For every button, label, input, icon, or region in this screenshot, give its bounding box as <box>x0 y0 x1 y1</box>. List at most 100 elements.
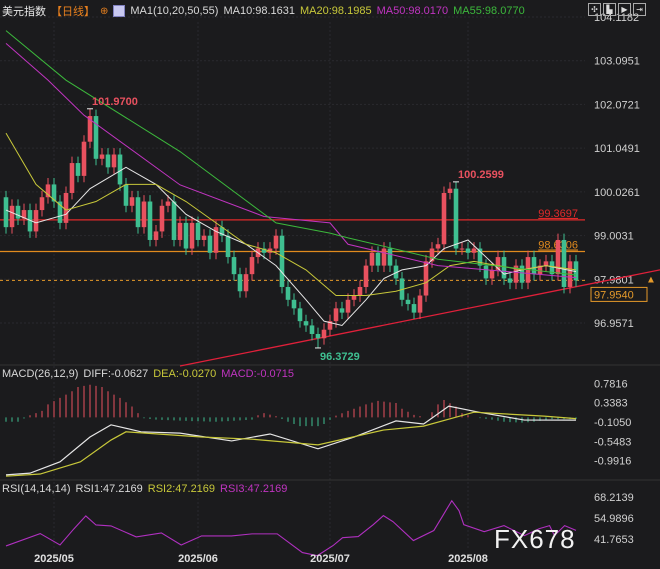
candle-body <box>375 252 381 266</box>
rsi-line <box>5 499 577 557</box>
dea-line <box>5 411 577 477</box>
date-axis-label: 2025/08 <box>448 553 488 565</box>
macd-value: MACD:-0.0715 <box>221 368 294 380</box>
current-price-marker: ▲ <box>646 274 656 285</box>
candle-body <box>135 197 141 228</box>
candle-body <box>189 222 195 249</box>
candle-body <box>225 235 231 258</box>
candle-body <box>171 201 177 240</box>
line-label-99.3697: 99.3697 <box>538 208 578 220</box>
candle-body <box>129 197 135 206</box>
candle-body <box>93 116 99 159</box>
macd-dea: DEA:-0.0270 <box>153 368 217 380</box>
candle-body <box>177 222 183 240</box>
candle-body <box>63 192 69 223</box>
candle-body <box>309 325 315 334</box>
candle-body <box>303 321 309 326</box>
macd-axis-label: 0.3383 <box>594 398 628 410</box>
price-axis-label: 101.0491 <box>594 143 640 155</box>
rsi2-value: RSI2:47.2169 <box>147 483 216 495</box>
current-price-label: 97.9540 <box>594 289 634 301</box>
candle-body <box>483 265 489 279</box>
candle-body <box>201 235 207 240</box>
candle-body <box>279 235 285 287</box>
candle-body <box>489 269 495 279</box>
candle-body <box>237 274 243 292</box>
macd-diff: DIFF:-0.0627 <box>83 368 149 380</box>
candle-body <box>555 239 561 275</box>
date-axis-label: 2025/06 <box>178 553 218 565</box>
candle-body <box>123 184 129 206</box>
rsi-header: RSI(14,14,14) RSI1:47.2169 RSI2:47.2169 … <box>2 483 287 495</box>
candle-body <box>327 321 333 330</box>
candle-body <box>357 286 363 296</box>
zoom-in-icon[interactable]: ▙ <box>603 3 616 16</box>
candle-body <box>69 163 75 193</box>
candle-body <box>243 274 249 292</box>
rsi-axis-label: 54.9896 <box>594 513 634 525</box>
diff-line <box>5 405 577 476</box>
candle-body <box>33 210 39 232</box>
candle-body <box>339 308 345 313</box>
candle-body <box>141 201 147 228</box>
candle-body <box>51 184 57 202</box>
candle-body <box>369 252 375 266</box>
candle-body <box>549 261 555 275</box>
candle-body <box>333 308 339 322</box>
rsi1-value: RSI1:47.2169 <box>75 483 143 495</box>
candle-body <box>75 163 81 176</box>
candle-body <box>87 116 93 142</box>
toolbar: ✣ ▙ ▶ ⇥ <box>588 3 646 16</box>
candle-body <box>39 197 45 211</box>
symbol-title: 美元指数 <box>2 6 46 18</box>
candle-body <box>45 184 51 198</box>
candle-body <box>117 154 123 185</box>
candle-body <box>387 248 393 266</box>
candle-body <box>315 333 321 339</box>
period-selector[interactable]: 【日线】 <box>51 6 95 18</box>
candle-body <box>345 299 351 313</box>
macd-params: MACD(26,12,9) <box>2 368 79 380</box>
ma20-line <box>5 132 577 297</box>
candle-body <box>423 261 429 296</box>
candle-body <box>561 239 567 287</box>
candle-body <box>111 154 117 168</box>
candle-body <box>531 257 537 275</box>
candle-body <box>105 154 111 168</box>
candle-body <box>231 257 237 275</box>
candle-body <box>147 201 153 240</box>
ma10-value: MA10:98.1631 <box>223 5 296 17</box>
candle-body <box>183 222 189 249</box>
move-right-icon[interactable]: ⇥ <box>633 3 646 16</box>
candle-body <box>465 248 471 253</box>
rsi-axis-label: 41.7653 <box>594 534 634 546</box>
indicator-icon[interactable] <box>113 5 126 17</box>
candle-body <box>165 201 171 206</box>
candle-body <box>219 227 225 236</box>
macd-axis-label: -0.5483 <box>594 436 631 448</box>
candle-body <box>519 265 525 283</box>
candle-body <box>393 265 399 279</box>
settings-icon[interactable]: ⊕ <box>100 5 109 17</box>
candle-body <box>501 257 507 279</box>
candle-body <box>405 299 411 305</box>
candle-body <box>351 295 357 300</box>
price-axis-label: 96.9571 <box>594 318 634 330</box>
price-axis-label: 103.0951 <box>594 56 640 68</box>
crosshair-icon[interactable]: ✣ <box>588 3 601 16</box>
candle-body <box>213 227 219 253</box>
ma50-value: MA50:98.0170 <box>376 5 449 17</box>
candle-body <box>429 248 435 262</box>
candle-body <box>153 231 159 240</box>
candle-body <box>453 188 459 249</box>
candle-body <box>471 248 477 253</box>
rsi-params: RSI(14,14,14) <box>2 483 71 495</box>
candle-body <box>249 257 255 275</box>
ma55-value: MA55:98.0770 <box>453 5 525 17</box>
ma20-value: MA20:98.1985 <box>300 5 372 17</box>
candle-body <box>297 308 303 322</box>
macd-axis-label: -0.1050 <box>594 417 631 429</box>
zoom-out-icon[interactable]: ▶ <box>618 3 631 16</box>
candle-body <box>447 188 453 193</box>
